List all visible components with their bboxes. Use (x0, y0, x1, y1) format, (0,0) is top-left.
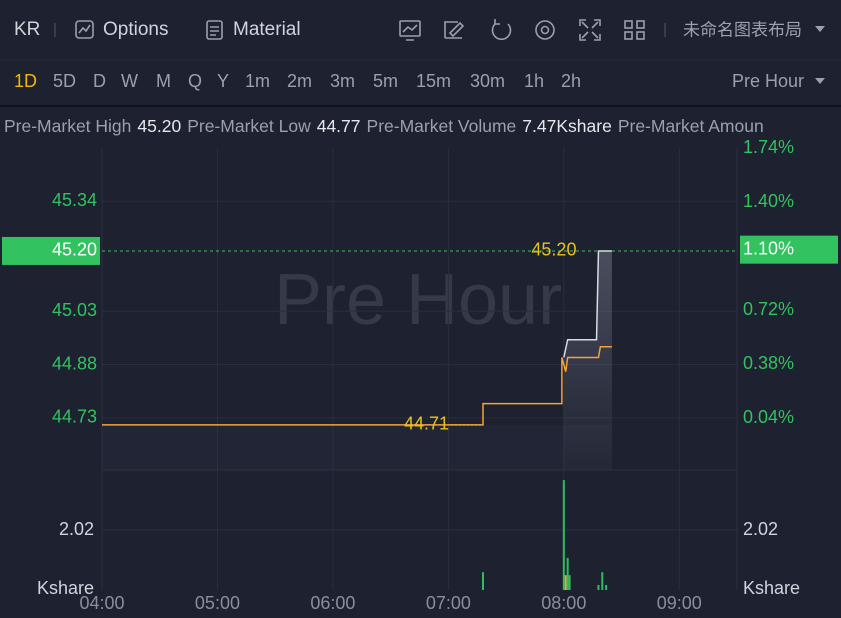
volume-bar (597, 584, 600, 590)
price-line (563, 250, 612, 358)
session-shade (102, 424, 612, 470)
y-tick-label: 44.88 (52, 353, 97, 373)
volume-bar (605, 584, 608, 590)
y2-tick-label: 0.38% (743, 353, 794, 373)
layout-name[interactable]: 未命名图表布局 (683, 20, 802, 39)
volume-unit: Kshare (743, 578, 800, 598)
interval-button[interactable]: 3m (330, 71, 355, 91)
stats-row: Pre-Market High 45.20 Pre-Market Low 44.77 P… (4, 116, 764, 136)
last-price-badge (2, 236, 100, 265)
interval-button[interactable]: Q (188, 71, 202, 91)
volume-bar (482, 572, 484, 590)
x-tick-label: 05:00 (195, 593, 240, 613)
stat-value: 45.20 (137, 116, 181, 136)
x-tick-label: 07:00 (426, 593, 471, 613)
x-tick-label: 06:00 (310, 593, 355, 613)
interval-button[interactable]: 5D (53, 71, 76, 91)
material-button[interactable]: Material (233, 19, 301, 40)
fullscreen-icon[interactable] (579, 19, 601, 41)
interval-button[interactable]: 15m (416, 71, 451, 91)
layout-icon[interactable] (624, 20, 645, 40)
symbol[interactable]: KR (14, 19, 40, 40)
interval-button[interactable]: 5m (373, 71, 398, 91)
y-tick-label: 44.73 (52, 407, 97, 427)
options-button[interactable]: Options (103, 19, 168, 40)
material-icon[interactable] (206, 20, 223, 40)
interval-button[interactable]: 1D (14, 71, 37, 91)
volume-unit: Kshare (37, 578, 94, 598)
volume-bar (562, 480, 565, 590)
dropdown-arrow[interactable] (815, 26, 825, 32)
stat-label: Pre-Market Amoun (618, 116, 764, 136)
last-price-label: 45.20 (52, 240, 97, 260)
draw-icon[interactable] (444, 21, 465, 39)
interval-button[interactable]: 1m (245, 71, 270, 91)
volume-bar (564, 575, 567, 590)
volume-bar (566, 557, 569, 590)
y2-tick-label: 1.74% (743, 137, 794, 157)
y-tick-label: 45.03 (52, 300, 97, 320)
interval-button[interactable]: 1h (524, 71, 544, 91)
y2-tick-label: 1.40% (743, 191, 794, 211)
y-tick-label: 45.34 (52, 190, 97, 210)
interval-button[interactable]: D (93, 71, 106, 91)
x-tick-label: 04:00 (79, 593, 124, 613)
dropdown-arrow[interactable] (815, 78, 825, 84)
stat-label: Pre-Market Low (187, 116, 311, 136)
x-tick-label: 09:00 (657, 593, 702, 613)
volume-bar (568, 575, 571, 590)
stat-label: Pre-Market High (4, 116, 131, 136)
interval-button[interactable]: W (121, 71, 138, 91)
price-area (563, 250, 612, 470)
session-menu[interactable]: Pre Hour (732, 71, 804, 91)
options-icon[interactable] (75, 20, 94, 39)
annotation-label: 45.20 (531, 240, 576, 260)
interval-button[interactable]: Y (217, 71, 229, 91)
y2-tick-label: 0.72% (743, 299, 794, 319)
indicator-icon[interactable] (399, 20, 421, 41)
interval-button[interactable]: 2h (561, 71, 581, 91)
reset-icon[interactable] (491, 19, 512, 40)
volume-tick-label: 2.02 (59, 519, 94, 539)
stat-value: 44.77 (317, 116, 361, 136)
x-tick-label: 08:00 (541, 593, 586, 613)
interval-button[interactable]: 2m (287, 71, 312, 91)
interval-button[interactable]: M (156, 71, 171, 91)
stat-value: 7.47Kshare (522, 116, 612, 136)
last-change-badge (740, 235, 838, 264)
watermark: Pre Hour (274, 260, 562, 340)
volume-tick-label: 2.02 (743, 519, 778, 539)
last-change-label: 1.10% (743, 238, 794, 258)
average-line (102, 346, 612, 426)
settings-icon[interactable] (535, 20, 555, 40)
y2-tick-label: 0.04% (743, 407, 794, 427)
annotation-label: 44.71 (404, 414, 449, 434)
interval-button[interactable]: 30m (470, 71, 505, 91)
stat-label: Pre-Market Volume (367, 116, 517, 136)
volume-bar (601, 572, 604, 590)
